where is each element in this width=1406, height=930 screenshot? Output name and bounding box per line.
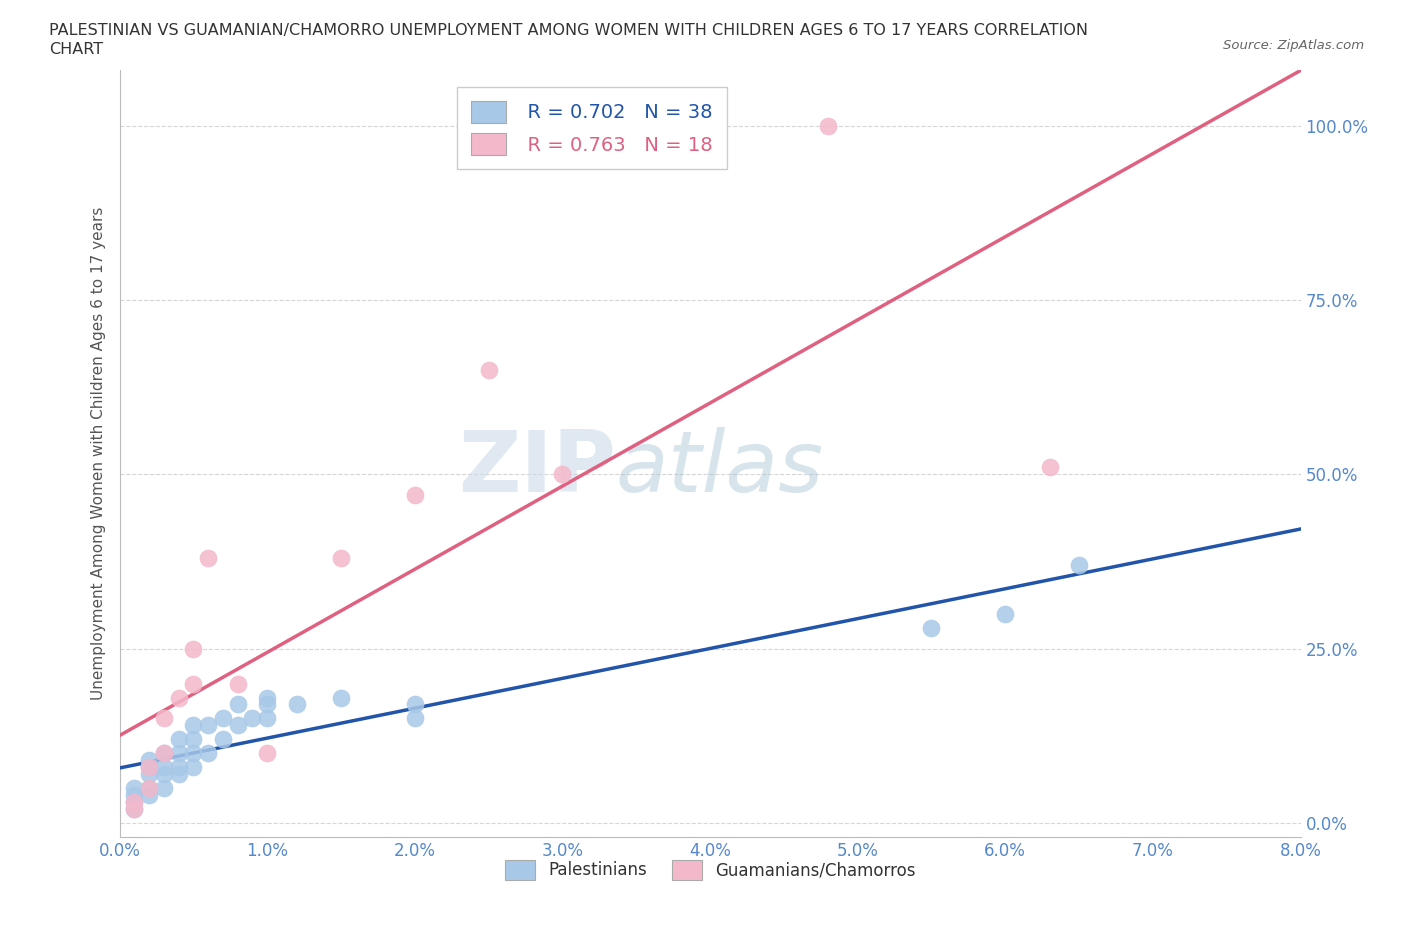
Point [404,488,426,503]
Point [242,711,264,726]
Text: ZIP: ZIP [458,427,616,511]
Point [124,802,146,817]
Point [153,760,174,775]
Point [167,690,190,705]
Point [404,698,426,712]
Point [153,711,174,726]
Point [256,746,278,761]
Point [167,746,190,761]
Point [197,718,219,733]
Point [183,718,205,733]
Point [153,746,174,761]
Point [124,794,146,809]
Point [994,606,1017,621]
Point [138,781,160,796]
Point [197,551,219,565]
Point [1069,558,1091,573]
Point [921,620,943,635]
Point [256,711,278,726]
Point [153,766,174,781]
Legend: Palestinians, Guamanians/Chamorros: Palestinians, Guamanians/Chamorros [498,854,922,886]
Point [211,732,233,747]
Point [256,690,278,705]
Point [138,753,160,768]
Point [153,746,174,761]
Point [1038,460,1062,474]
Point [124,788,146,803]
Point [285,698,308,712]
Text: atlas: atlas [616,427,824,511]
Point [226,698,249,712]
Text: PALESTINIAN VS GUAMANIAN/CHAMORRO UNEMPLOYMENT AMONG WOMEN WITH CHILDREN AGES 6 : PALESTINIAN VS GUAMANIAN/CHAMORRO UNEMPL… [49,23,1088,38]
Point [183,642,205,657]
Point [226,676,249,691]
Y-axis label: Unemployment Among Women with Children Ages 6 to 17 years: Unemployment Among Women with Children A… [90,206,105,700]
Point [138,760,160,775]
Point [404,711,426,726]
Point [124,802,146,817]
Point [817,118,839,133]
Point [551,467,574,482]
Point [167,732,190,747]
Point [211,711,233,726]
Point [124,781,146,796]
Text: CHART: CHART [49,42,103,57]
Point [138,788,160,803]
Point [183,760,205,775]
Point [153,781,174,796]
Point [124,794,146,809]
Point [183,676,205,691]
Point [183,732,205,747]
Point [226,718,249,733]
Point [329,551,352,565]
Point [329,690,352,705]
Point [478,363,501,378]
Point [138,760,160,775]
Point [138,766,160,781]
Point [138,781,160,796]
Point [197,746,219,761]
Point [167,766,190,781]
Point [256,698,278,712]
Point [183,746,205,761]
Text: Source: ZipAtlas.com: Source: ZipAtlas.com [1223,39,1364,52]
Point [167,760,190,775]
